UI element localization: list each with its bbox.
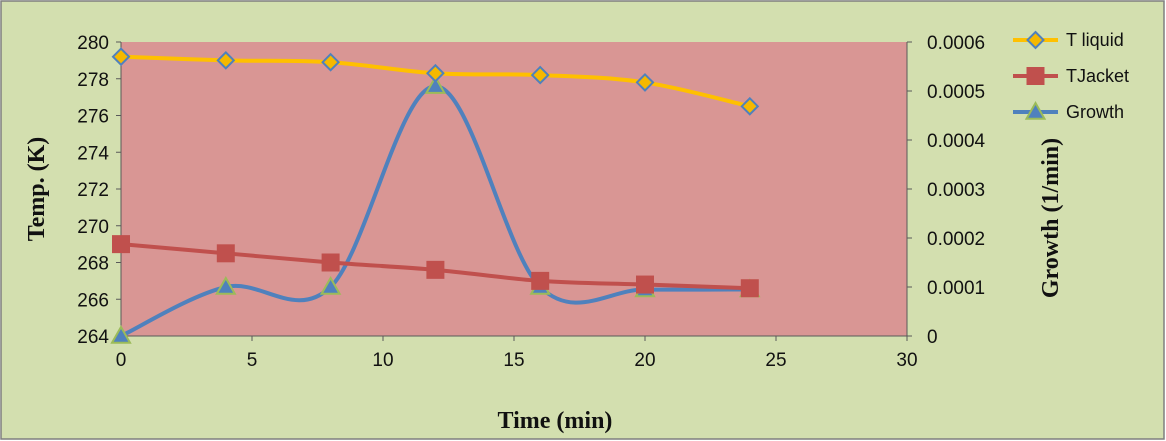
x-tick-label: 15 [503,350,524,371]
data-point-growth [424,75,447,94]
y2-tick-label: 0.0002 [927,229,985,250]
data-point-t-liquid [111,47,131,67]
y-tick-label: 276 [77,107,109,128]
x-tick-label: 30 [896,350,917,371]
data-point-growth [110,324,132,344]
y-tick-label: 270 [77,217,109,238]
data-point-tjacket [426,260,445,279]
legend-swatch-marker [1024,100,1047,120]
legend-item-t-liquid: T liquid [1013,30,1124,50]
x-tick-label: 20 [634,350,655,371]
data-point-tjacket [740,279,759,298]
data-point-growth [215,275,237,295]
y-tick-label: 264 [77,327,109,348]
data-point-t-liquid [530,65,550,85]
plot-area [121,42,907,336]
data-point-tjacket [112,235,130,254]
y2-tick-label: 0.0003 [927,180,985,201]
data-point-t-liquid [740,96,760,116]
y-tick-label: 278 [77,70,109,91]
data-point-tjacket [531,271,550,290]
legend-item-growth: Growth [1013,100,1124,122]
legend-swatch-marker [1026,30,1045,50]
y2-tick-label: 0.0001 [927,278,985,299]
x-tick-label: 10 [372,350,393,371]
x-tick-label: 25 [765,350,786,371]
legend-label: Growth [1066,102,1124,122]
data-point-tjacket [321,253,340,272]
legend: T liquid TJacket Growth [1013,30,1129,122]
legend-swatch-marker [1026,67,1045,85]
x-tick-label: 0 [116,350,127,371]
x-axis-title: Time (min) [498,408,613,434]
y-tick-label: 268 [77,254,109,275]
y-tick-label: 274 [77,143,109,164]
y2-tick-label: 0.0005 [927,82,985,103]
y2-tick-label: 0 [927,327,938,348]
x-tick-label: 5 [247,350,258,371]
data-point-tjacket [216,244,235,263]
y-tick-label: 280 [77,33,109,54]
y2-axis-title: Growth (1/min) [1038,138,1064,298]
data-point-t-liquid [321,52,341,72]
axes: 0 5 10 15 20 25 30 264 266 268 270 272 274 276 278 280 0… [77,33,985,371]
data-point-growth [319,275,342,295]
data-point-tjacket [636,275,654,294]
y-tick-label: 266 [77,290,109,311]
data-point-t-liquid [425,63,445,83]
legend-label: TJacket [1066,66,1129,86]
y-tick-label: 272 [77,180,109,201]
y2-tick-label: 0.0004 [927,131,986,152]
legend-item-tjacket: TJacket [1013,66,1129,86]
y2-tick-label: 0.0006 [927,33,985,54]
data-point-t-liquid [635,73,655,92]
data-point-t-liquid [216,50,236,70]
legend-label: T liquid [1066,30,1124,50]
series-markers [110,47,761,344]
y-axis-title: Temp. (K) [24,137,50,241]
